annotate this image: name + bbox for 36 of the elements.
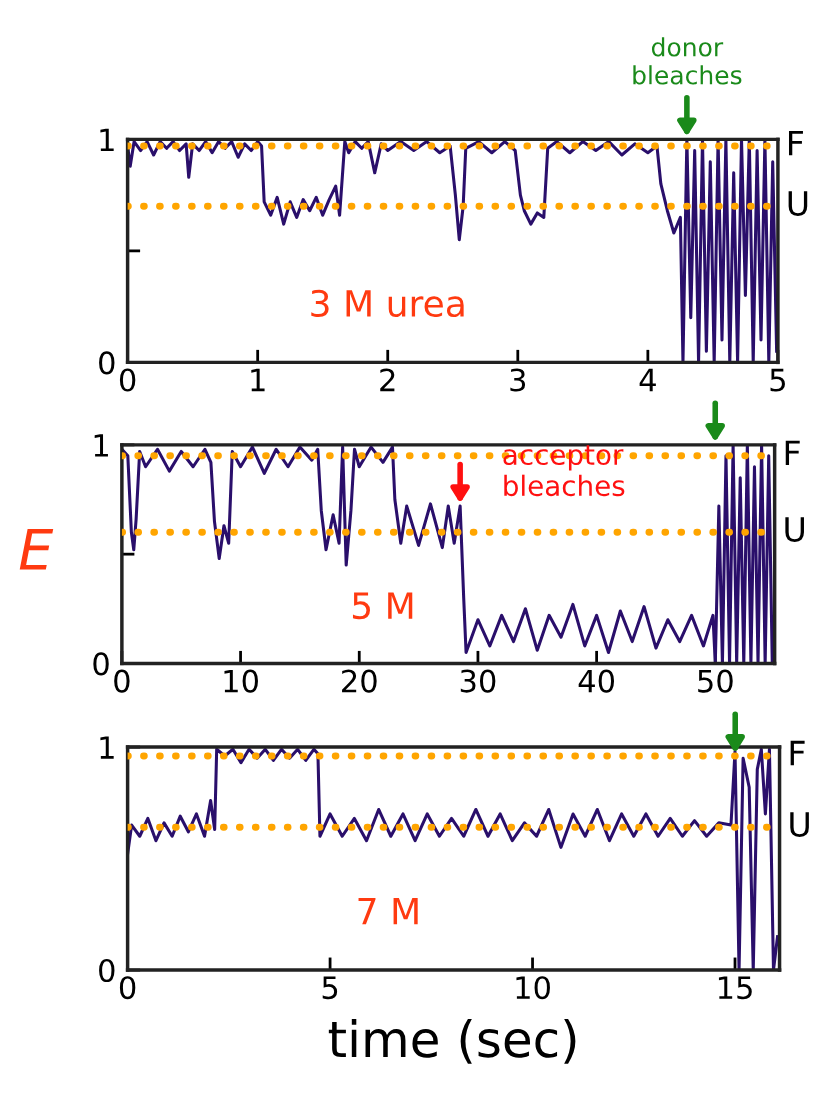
x-tick-label: 5 [770,368,785,392]
y-tick-label: 1 [100,736,114,759]
ref-line-label: F [790,740,805,766]
y-tick-label: 1 [94,434,108,457]
annotation: 5 M [352,592,413,620]
x-tick-label: 15 [718,976,752,1000]
annotation: acceptor bleaches [503,445,625,497]
ref-line-label: U [790,812,809,837]
x-tick-label: 2 [380,368,395,392]
x-tick-label: 10 [516,976,550,1000]
x-tick-label: 50 [698,669,733,693]
x-tick-label: 10 [224,669,258,693]
y-axis-title: E [19,528,54,570]
y-tick-label: 0 [99,958,115,983]
x-tick-label: 0 [119,368,136,392]
x-tick-label: 0 [119,976,136,1000]
y-tick-label: 1 [100,128,114,151]
x-tick-label: 5 [322,976,338,1000]
line-series [121,444,774,664]
x-tick-label: 20 [342,669,377,693]
x-tick-label: 1 [251,368,265,392]
annotation: 3 M urea [311,289,464,318]
x-axis-title: time (sec) [328,1019,576,1064]
annotation: donor bleaches [633,37,742,85]
x-tick-label: 3 [510,368,526,392]
ref-line-label: F [785,440,800,466]
y-tick-label: 0 [99,351,115,375]
x-tick-label: 40 [578,669,615,693]
ref-line-label: F [788,130,803,156]
line-series [127,139,778,363]
x-tick-label: 30 [460,669,496,693]
ref-line-label: U [785,517,804,542]
x-tick-label: 4 [639,368,656,392]
ref-line-label: U [788,191,808,216]
annotation: 7 M [358,897,418,925]
y-tick-label: 0 [93,652,109,676]
